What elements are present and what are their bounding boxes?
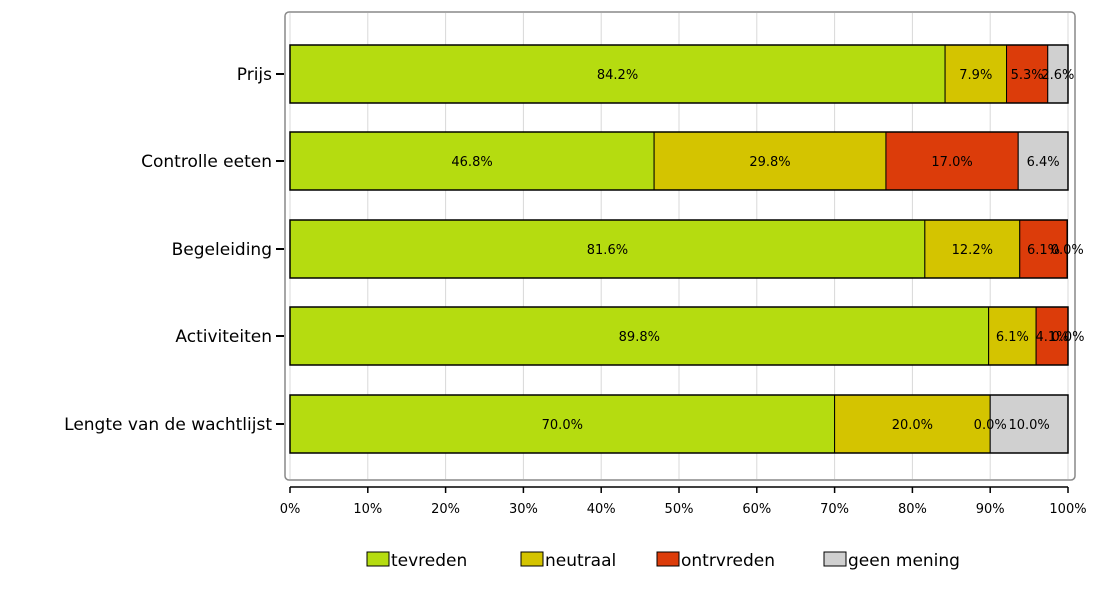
bar-outline: [289, 394, 1069, 454]
bar-segment-geen-mening: [989, 394, 1069, 454]
data-label: 2.6%: [1041, 68, 1074, 83]
bar-segment-tevreden: [289, 394, 836, 454]
legend-swatch: [656, 551, 680, 567]
data-label: 89.8%: [619, 330, 660, 345]
bar-outline: [289, 131, 1069, 191]
data-label: 7.9%: [959, 68, 992, 83]
data-label: 6.1%: [996, 330, 1029, 345]
data-label: 84.2%: [597, 68, 638, 83]
data-label: 10.0%: [1008, 418, 1049, 433]
category-label: Activiteiten: [175, 327, 272, 347]
category-label: Lengte van de wachtlijst: [64, 415, 272, 435]
legend-label: tevreden: [391, 551, 467, 571]
bar-segment-tevreden: [289, 219, 926, 279]
bar-outline: [289, 219, 1068, 279]
x-tick-label: 30%: [509, 502, 538, 517]
bar-segment-geen-mening: [1017, 131, 1069, 191]
x-tick-label: 20%: [431, 502, 460, 517]
x-tick-label: 80%: [898, 502, 927, 517]
legend-swatch: [366, 551, 390, 567]
bar-segment-neutraal: [924, 219, 1021, 279]
category-label: Controlle eeten: [141, 152, 272, 172]
data-label: 0.0%: [974, 418, 1007, 433]
bar-segment-ontrvreden: [885, 131, 1019, 191]
category-label: Prijs: [237, 65, 272, 85]
data-label: 17.0%: [931, 155, 972, 170]
data-label: 12.2%: [952, 243, 993, 258]
legend-swatch: [823, 551, 847, 567]
x-tick-label: 0%: [280, 502, 301, 517]
data-label: 70.0%: [542, 418, 583, 433]
x-tick-label: 90%: [976, 502, 1005, 517]
data-label: 20.0%: [892, 418, 933, 433]
legend-label: neutraal: [545, 551, 616, 571]
data-label: 0.0%: [1051, 330, 1084, 345]
data-label: 81.6%: [587, 243, 628, 258]
x-tick-label: 60%: [742, 502, 771, 517]
data-label: 5.3%: [1011, 68, 1044, 83]
data-label: 6.4%: [1027, 155, 1060, 170]
bar-outline: [289, 44, 1069, 104]
legend-label: ontrvreden: [681, 551, 775, 571]
bar-segment-neutraal: [653, 131, 887, 191]
x-tick-label: 10%: [353, 502, 382, 517]
x-tick-label: 100%: [1049, 502, 1086, 517]
data-label: 29.8%: [749, 155, 790, 170]
data-label: 46.8%: [451, 155, 492, 170]
bar-segment-neutraal: [834, 394, 991, 454]
x-tick-label: 70%: [820, 502, 849, 517]
legend-swatch: [520, 551, 544, 567]
bar-outline: [289, 306, 1069, 366]
data-label: 4.1%: [1036, 330, 1069, 345]
data-label: 6.1%: [1027, 243, 1060, 258]
data-label: 0.0%: [1051, 243, 1084, 258]
category-label: Begeleiding: [172, 240, 272, 260]
bar-segment-ontrvreden: [1019, 219, 1068, 279]
x-tick-label: 50%: [665, 502, 694, 517]
legend-label: geen mening: [848, 551, 960, 571]
bar-segment-tevreden: [289, 131, 655, 191]
x-tick-label: 40%: [587, 502, 616, 517]
bar-segment-ontrvreden: [1006, 44, 1049, 104]
